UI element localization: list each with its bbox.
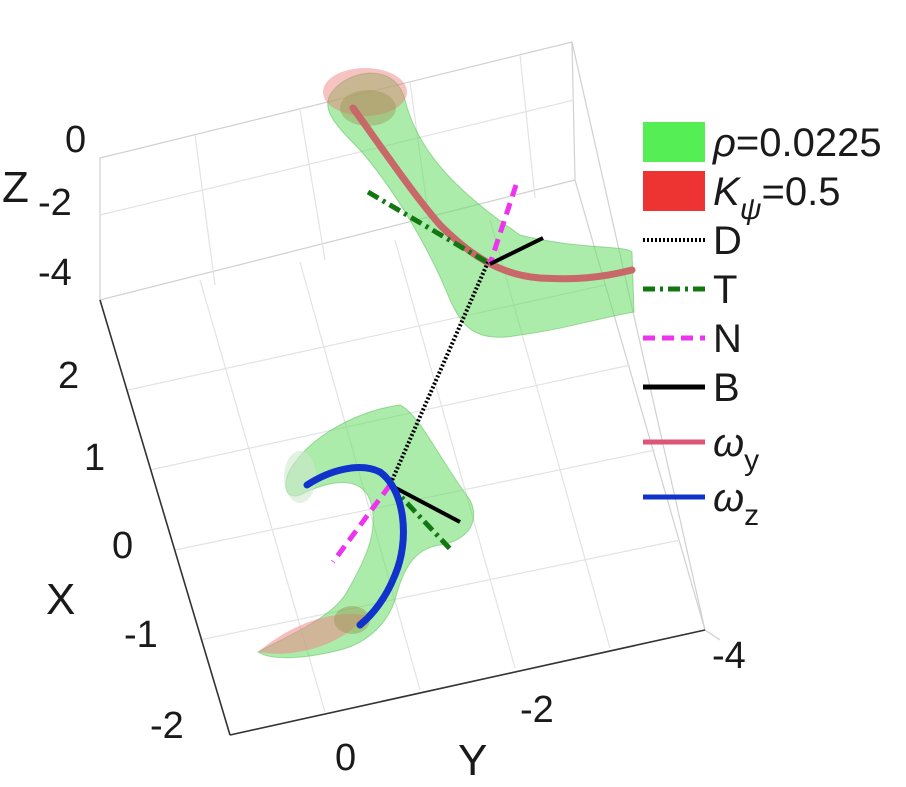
x-tick-1: 1 — [84, 437, 105, 479]
frame-vectors — [303, 184, 544, 629]
z-tick-0: 0 — [65, 119, 86, 161]
legend-label-D: D — [713, 219, 742, 263]
legend-label-T: T — [713, 268, 737, 312]
legend-entry-N: N — [643, 317, 742, 361]
x-axis-label: X — [46, 575, 75, 624]
legend-label-kpsi: Kψ=0.5 — [713, 170, 840, 226]
y-tick-1: -2 — [520, 689, 554, 731]
x-tick-0: 2 — [58, 355, 79, 397]
z-tick-labels: 0 -2 -4 — [38, 119, 86, 294]
legend-label-N: N — [713, 317, 742, 361]
axes-grid — [99, 41, 721, 736]
B-line-lower — [389, 483, 461, 524]
legend-marker-rho — [643, 122, 705, 162]
T-line-upper — [366, 189, 492, 267]
omega-z-curve — [303, 464, 407, 629]
y-tick-labels: 0 -2 -4 — [335, 635, 746, 779]
y-tick-2: -4 — [712, 635, 746, 677]
D-line — [388, 261, 490, 486]
B-line-upper — [489, 236, 544, 266]
upper-tube — [323, 68, 636, 338]
z-tick-1: -2 — [38, 182, 72, 224]
legend-entry-B: B — [643, 366, 740, 410]
legend-label-B: B — [713, 366, 740, 410]
omega-y-curve — [349, 104, 636, 283]
x-tick-labels: 2 1 0 -1 -2 — [58, 355, 184, 747]
T-line-lower — [388, 483, 455, 554]
N-line-upper — [487, 184, 519, 265]
N-line-lower — [330, 483, 393, 564]
legend-label-wz: ωz — [713, 476, 759, 532]
legend-marker-kpsi — [643, 171, 705, 211]
z-axis-label: Z — [2, 163, 29, 212]
y-tick-0: 0 — [335, 737, 356, 779]
x-tick-4: -2 — [150, 705, 184, 747]
y-axis-label: Y — [458, 736, 487, 785]
lower-tube — [257, 404, 475, 659]
x-tick-3: -1 — [124, 614, 158, 656]
legend-label-wy: ωy — [713, 421, 759, 477]
legend-entry-kpsi: Kψ=0.5 — [643, 170, 840, 226]
legend-entry-wz: ωz — [643, 476, 759, 532]
legend-entry-wy: ωy — [643, 421, 759, 477]
legend-label-rho: ρ=0.0225 — [712, 121, 882, 165]
legend-entry-rho: ρ=0.0225 — [643, 121, 882, 165]
legend-entry-D: D — [643, 219, 742, 263]
x-tick-2: 0 — [112, 525, 133, 567]
z-tick-2: -4 — [38, 252, 72, 294]
legend-entry-T: T — [643, 268, 737, 312]
